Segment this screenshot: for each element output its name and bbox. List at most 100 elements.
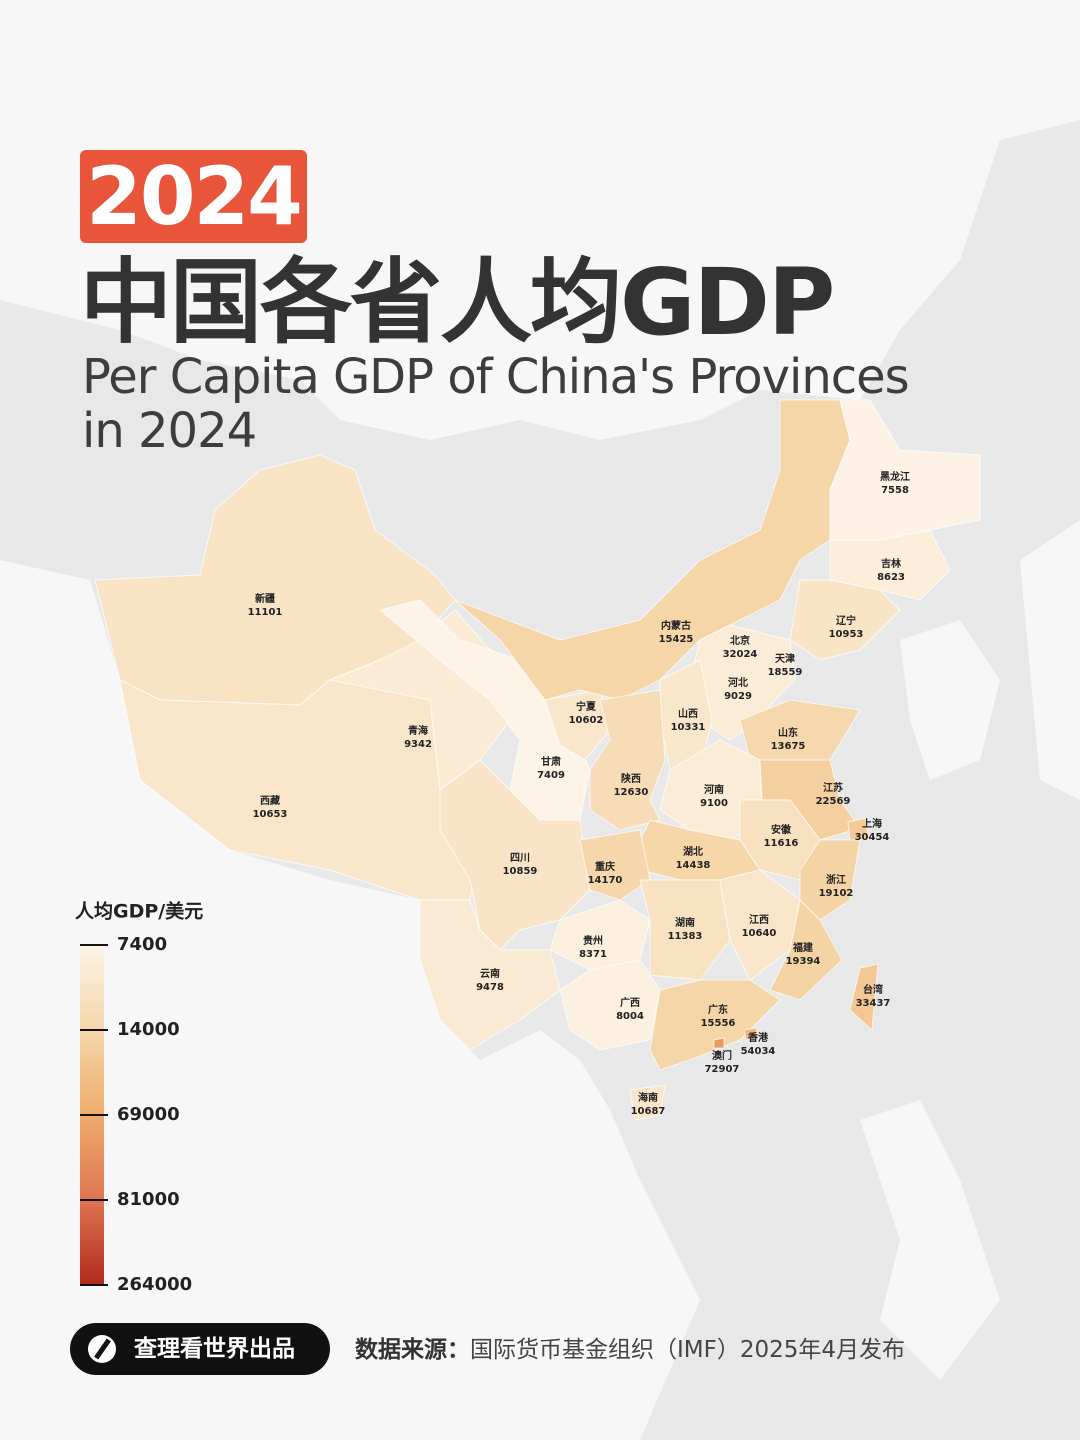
- region-value: 7409: [537, 770, 565, 781]
- south-land: [0, 560, 700, 1440]
- region-name: 山西: [678, 707, 698, 720]
- legend-tick-label: 69000: [117, 1104, 180, 1125]
- region: [639, 879, 731, 981]
- region-name: 云南: [480, 967, 500, 980]
- region-name: 福建: [792, 941, 814, 954]
- region-value: 8004: [616, 1011, 644, 1022]
- regions: [94, 399, 981, 1121]
- region: [589, 689, 666, 831]
- brand-badge: 查理看世界出品: [70, 1323, 330, 1375]
- region-name: 新疆: [255, 592, 275, 605]
- legend-tick-label: 264000: [117, 1274, 192, 1295]
- region-value: 10953: [829, 629, 864, 640]
- region: [713, 1037, 725, 1049]
- region-name: 山东: [778, 726, 798, 739]
- region-name: 四川: [510, 852, 530, 864]
- region-value: 7558: [881, 485, 909, 496]
- region-value: 10331: [671, 722, 706, 733]
- region-value: 11383: [668, 931, 703, 942]
- region: [439, 759, 591, 951]
- region-name: 辽宁: [836, 614, 856, 627]
- region-name: 贵州: [583, 934, 603, 947]
- region: [847, 817, 869, 843]
- source-text: 国际货币基金组织（IMF）2025年4月发布: [470, 1337, 906, 1363]
- region-name: 广西: [620, 996, 640, 1009]
- region: [769, 898, 843, 1001]
- region-value: 10859: [503, 866, 538, 877]
- region: [849, 963, 879, 1032]
- region-name: 重庆: [595, 860, 615, 873]
- region-value: 12630: [614, 787, 649, 798]
- region-value: 15556: [701, 1018, 736, 1029]
- region-value: 9342: [404, 739, 432, 750]
- region-name: 上海: [862, 817, 882, 830]
- region-labels: 新疆 11101 西藏 10653 青海 9342 甘肃 7409 宁夏 10602 内蒙古 1542…: [248, 470, 910, 1117]
- subtitle: Per Capita GDP of China's Provinces in 2…: [82, 349, 910, 459]
- region-name: 宁夏: [576, 700, 597, 713]
- region-value: 19102: [819, 888, 854, 899]
- philippines-land: [860, 1100, 1000, 1380]
- region-value: 19394: [786, 956, 821, 967]
- source-label: 数据来源：: [355, 1337, 470, 1363]
- region-value: 9478: [476, 982, 504, 993]
- region-name: 浙江: [826, 873, 846, 886]
- region-value: 9029: [724, 691, 752, 702]
- region-name: 吉林: [881, 557, 902, 570]
- region-name: 湖北: [683, 845, 703, 858]
- region-value: 10602: [569, 715, 604, 726]
- region-value: 33437: [856, 998, 891, 1009]
- legend: 人均GDP/美元 7400 14000 69000 81000 264000: [75, 900, 203, 1296]
- region-value: 13675: [771, 741, 806, 752]
- region-value: 54034: [741, 1046, 776, 1057]
- region-name: 内蒙古: [661, 619, 691, 632]
- region-name: 青海: [408, 724, 428, 737]
- region-value: 32024: [723, 649, 758, 660]
- japan-land: [1020, 520, 1080, 800]
- region: [378, 599, 591, 821]
- region-name: 天津: [775, 652, 795, 665]
- region-value: 14170: [588, 875, 623, 886]
- region-name: 安徽: [771, 823, 792, 836]
- north-land: [0, 0, 1080, 440]
- region-value: 30454: [855, 832, 890, 843]
- region-value: 22569: [816, 796, 851, 807]
- region-name: 北京: [730, 634, 750, 647]
- korea-land: [900, 620, 1000, 780]
- region: [743, 1027, 759, 1041]
- legend-tick-label: 14000: [117, 1019, 180, 1040]
- legend-tick-label: 7400: [117, 934, 167, 955]
- region-value: 9100: [700, 798, 728, 809]
- region-name: 河南: [704, 783, 724, 796]
- region-name: 广东: [708, 1003, 728, 1016]
- region-value: 10640: [742, 928, 777, 939]
- region-value: 11616: [764, 838, 799, 849]
- region: [789, 579, 901, 661]
- region-value: 10687: [631, 1106, 666, 1117]
- region-value: 72907: [705, 1064, 740, 1075]
- region-name: 黑龙江: [880, 470, 910, 483]
- region: [649, 979, 781, 1071]
- brand-name: 查理看世界出品: [134, 1336, 295, 1362]
- region-name: 西藏: [260, 794, 280, 807]
- region-name: 海南: [638, 1091, 658, 1104]
- region: [579, 829, 651, 901]
- source: 数据来源：国际货币基金组织（IMF）2025年4月发布: [355, 1333, 905, 1367]
- brand-logo: [88, 1335, 116, 1363]
- region-value: 18559: [768, 667, 803, 678]
- title: 中国各省人均GDP: [80, 249, 835, 356]
- region-name: 陕西: [621, 772, 641, 785]
- region-name: 河北: [728, 676, 748, 689]
- legend-tick-label: 81000: [117, 1189, 180, 1210]
- region-value: 11101: [248, 607, 283, 618]
- region-name: 澳门: [712, 1049, 732, 1062]
- region: [629, 1084, 666, 1121]
- region-name: 江苏: [823, 781, 843, 794]
- region-value: 10653: [253, 809, 288, 820]
- region-name: 甘肃: [541, 755, 561, 768]
- region-value: 14438: [676, 860, 711, 871]
- year-badge: 2024: [80, 150, 307, 243]
- region-name: 台湾: [863, 983, 883, 996]
